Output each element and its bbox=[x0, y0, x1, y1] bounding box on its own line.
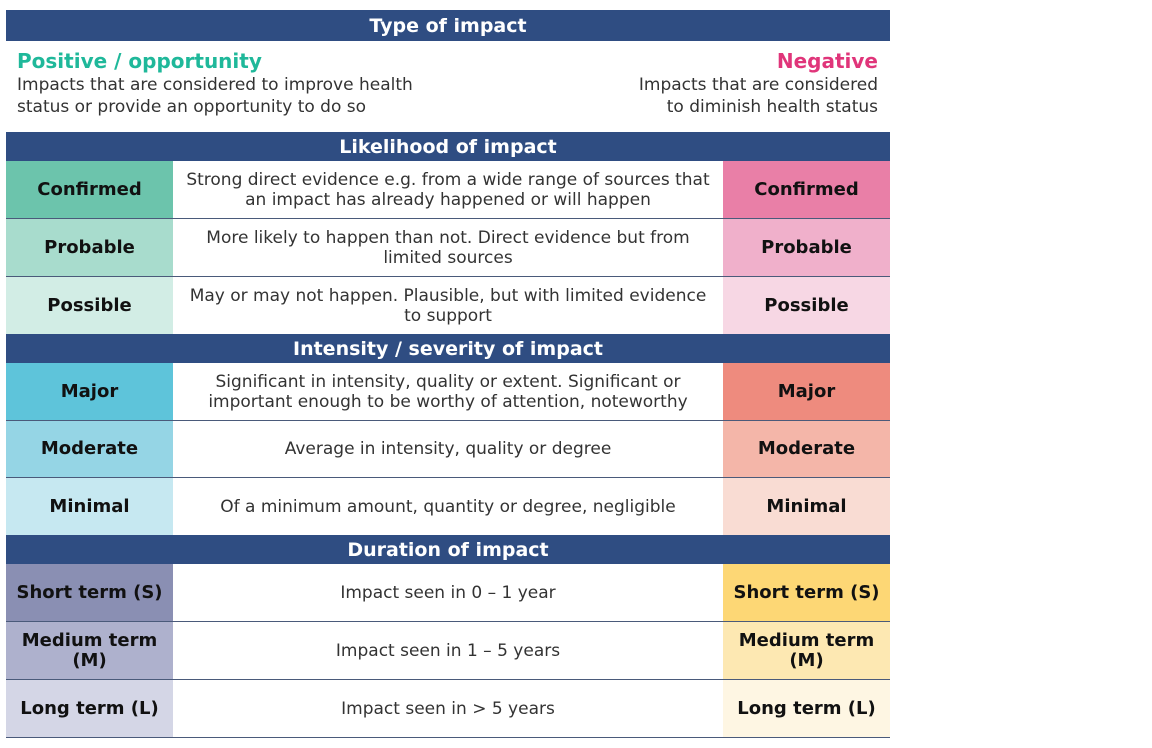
likelihood-right-cell: Probable bbox=[723, 219, 890, 276]
negative-title: Negative bbox=[776, 49, 878, 73]
intensity-right-cell: Major bbox=[723, 363, 890, 420]
duration-left-cell: Long term (L) bbox=[6, 680, 173, 737]
intensity-right-cell: Minimal bbox=[723, 478, 890, 535]
positive-title: Positive / opportunity bbox=[17, 49, 262, 73]
likelihood-right-cell: Confirmed bbox=[723, 161, 890, 218]
table-row: Probable More likely to happen than not.… bbox=[6, 219, 890, 277]
impact-classification-table: Type of impact Positive / opportunity Im… bbox=[6, 10, 890, 738]
negative-type: Negative Impacts that are considered to … bbox=[639, 49, 878, 117]
table-row: Medium term (M) Impact seen in 1 – 5 yea… bbox=[6, 622, 890, 680]
likelihood-header: Likelihood of impact bbox=[6, 132, 890, 161]
type-of-impact-header: Type of impact bbox=[6, 10, 890, 41]
intensity-right-cell: Moderate bbox=[723, 421, 890, 477]
duration-desc-cell: Impact seen in 1 – 5 years bbox=[173, 622, 723, 679]
table-row: Confirmed Strong direct evidence e.g. fr… bbox=[6, 161, 890, 219]
positive-type: Positive / opportunity Impacts that are … bbox=[17, 49, 413, 117]
positive-desc-line2: status or provide an opportunity to do s… bbox=[17, 97, 367, 117]
duration-right-cell: Short term (S) bbox=[723, 564, 890, 621]
likelihood-right-cell: Possible bbox=[723, 277, 890, 334]
likelihood-desc-cell: May or may not happen. Plausible, but wi… bbox=[173, 277, 723, 334]
likelihood-left-cell: Probable bbox=[6, 219, 173, 276]
table-row: Short term (S) Impact seen in 0 – 1 year… bbox=[6, 564, 890, 622]
duration-left-cell: Short term (S) bbox=[6, 564, 173, 621]
duration-right-cell: Medium term (M) bbox=[723, 622, 890, 679]
impact-types: Positive / opportunity Impacts that are … bbox=[6, 41, 890, 132]
table-row: Possible May or may not happen. Plausibl… bbox=[6, 277, 890, 334]
table-row: Minimal Of a minimum amount, quantity or… bbox=[6, 478, 890, 535]
likelihood-left-cell: Possible bbox=[6, 277, 173, 334]
duration-header: Duration of impact bbox=[6, 535, 890, 564]
duration-left-cell: Medium term (M) bbox=[6, 622, 173, 679]
negative-desc-line2: to diminish health status bbox=[666, 97, 878, 117]
likelihood-left-cell: Confirmed bbox=[6, 161, 173, 218]
intensity-desc-cell: Significant in intensity, quality or ext… bbox=[173, 363, 723, 420]
negative-desc-line1: Impacts that are considered bbox=[638, 75, 878, 95]
likelihood-desc-cell: Strong direct evidence e.g. from a wide … bbox=[173, 161, 723, 218]
positive-desc-line1: Impacts that are considered to improve h… bbox=[17, 75, 413, 95]
duration-desc-cell: Impact seen in > 5 years bbox=[173, 680, 723, 737]
likelihood-desc-cell: More likely to happen than not. Direct e… bbox=[173, 219, 723, 276]
intensity-header: Intensity / severity of impact bbox=[6, 334, 890, 363]
duration-desc-cell: Impact seen in 0 – 1 year bbox=[173, 564, 723, 621]
table-row: Long term (L) Impact seen in > 5 years L… bbox=[6, 680, 890, 738]
intensity-left-cell: Moderate bbox=[6, 421, 173, 477]
intensity-left-cell: Major bbox=[6, 363, 173, 420]
table-row: Moderate Average in intensity, quality o… bbox=[6, 421, 890, 478]
intensity-desc-cell: Average in intensity, quality or degree bbox=[173, 421, 723, 477]
table-row: Major Significant in intensity, quality … bbox=[6, 363, 890, 421]
intensity-desc-cell: Of a minimum amount, quantity or degree,… bbox=[173, 478, 723, 535]
duration-right-cell: Long term (L) bbox=[723, 680, 890, 737]
intensity-left-cell: Minimal bbox=[6, 478, 173, 535]
